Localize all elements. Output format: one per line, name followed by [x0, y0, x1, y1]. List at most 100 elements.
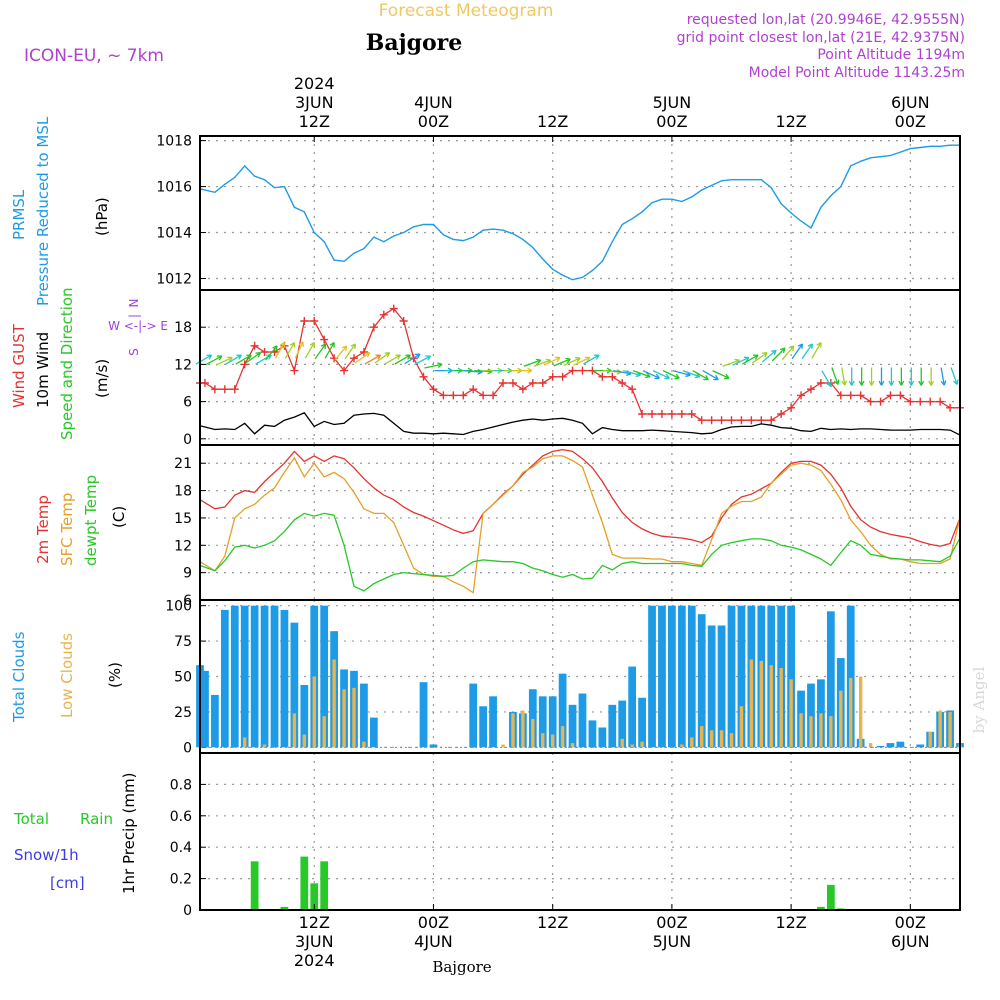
wind-arrowhead: [644, 372, 651, 379]
pressure-point: [820, 206, 822, 208]
wind-arrow: [702, 370, 719, 381]
snow-unit: [cm]: [50, 874, 85, 892]
pressure-point: [860, 160, 862, 162]
gust-marker: [399, 317, 408, 325]
gust-line: [200, 307, 960, 421]
wind-arrow: [940, 367, 945, 386]
low-cloud-bar: [858, 676, 863, 748]
wind-arrowhead: [216, 355, 223, 361]
direction-legend: Speed and Direction: [58, 287, 76, 440]
wind-arrow: [761, 349, 777, 363]
model-label: ICON-EU, ~ 7km: [24, 46, 164, 66]
ytick-label-2-0: 6: [183, 593, 192, 609]
low-cloud-bar: [690, 737, 694, 748]
time-top-label: 00Z: [895, 112, 926, 131]
ytick-label-2-1: 9: [183, 566, 192, 582]
rain-bar: [310, 883, 319, 910]
wind-arrowhead: [723, 373, 730, 380]
pressure-point: [631, 218, 633, 220]
pressure-point: [760, 179, 762, 181]
wind-arrowhead: [940, 380, 947, 386]
low-cloud-bar: [719, 730, 724, 748]
ytick-label-2-5: 21: [174, 456, 192, 472]
wind-arrowhead: [350, 343, 356, 349]
pressure-point: [542, 258, 544, 260]
wind-arrowhead: [898, 380, 905, 386]
wind-arrowhead: [384, 352, 391, 358]
low-cloud-bar: [809, 716, 813, 748]
pressure-point: [661, 198, 663, 200]
wind-arrow: [781, 345, 795, 361]
requested-coords: requested lon,lat (20.9946E, 42.9555N): [687, 12, 965, 28]
snow-legend: Snow/1h: [14, 846, 79, 864]
total-cloud-bar: [618, 700, 627, 748]
gust-marker: [389, 304, 398, 313]
sfc-legend: SFC Temp: [58, 493, 76, 566]
low-cloud-bar: [501, 744, 505, 748]
total-cloud-bar: [876, 745, 885, 748]
point-altitude: Point Altitude 1194m: [817, 47, 965, 63]
wind-arrow: [791, 343, 803, 360]
pressure-legend-1: PRMSL: [10, 189, 28, 240]
wind-arrow: [374, 352, 390, 364]
pressure-point: [293, 206, 295, 208]
total-cloud-bar: [896, 741, 905, 748]
total-cloud-bar: [280, 609, 289, 748]
pressure-point: [730, 179, 733, 181]
pressure-point: [840, 185, 842, 188]
wind-arrowhead: [664, 373, 670, 380]
wind-arrowhead: [375, 354, 382, 360]
wind-arrowhead: [236, 354, 242, 360]
low-cloud-bar: [839, 690, 843, 748]
ytick-label-0-0: 1012: [156, 272, 192, 288]
low-cloud-bar: [620, 738, 624, 748]
total-cloud-bar: [230, 605, 239, 748]
time-top-label: 2024: [294, 74, 335, 93]
gust-marker: [936, 397, 945, 406]
pressure-point: [422, 223, 425, 226]
low-cloud-bar: [699, 726, 704, 748]
gust-marker: [429, 385, 438, 394]
wind-arrowhead: [888, 380, 895, 386]
wind-arrow: [304, 342, 315, 359]
wind-arrowhead: [584, 356, 591, 362]
ytick-label-1-3: 18: [174, 320, 192, 336]
wind-arrowhead: [928, 380, 935, 386]
pressure-point: [234, 176, 236, 178]
low-cloud-bar: [531, 719, 535, 748]
gust-marker: [469, 385, 478, 394]
pressure-point: [462, 239, 464, 242]
low-cloud-bar: [362, 741, 366, 748]
pressure-point: [780, 203, 782, 205]
wind-arrow: [404, 353, 421, 365]
bottom-location: Bajgore: [432, 958, 491, 976]
pressure-point: [830, 195, 832, 197]
gust-marker: [926, 397, 935, 406]
wind-arrow: [950, 367, 958, 385]
total-cloud-bar: [727, 605, 736, 748]
total-cloud-bar: [807, 683, 815, 748]
wind-arrowhead: [364, 352, 371, 358]
total-cloud-bar: [658, 605, 666, 748]
pressure-point: [810, 227, 812, 229]
gust-marker: [538, 379, 547, 387]
gust-marker: [349, 354, 358, 363]
pressure-point: [214, 191, 216, 193]
pressure-point: [790, 212, 792, 214]
wind-arrow: [464, 369, 483, 373]
low-cloud-bar: [928, 731, 932, 748]
rain-legend-rain: Rain: [80, 810, 113, 828]
rain-bar: [300, 856, 309, 910]
total-cloud-bar: [668, 605, 676, 748]
pressure-point: [720, 180, 723, 182]
temp-ylabel: (C): [110, 506, 128, 528]
wind-arrowhead: [908, 380, 915, 386]
pressure-point: [869, 157, 872, 159]
gust-marker: [757, 416, 766, 425]
wind-arrowhead: [272, 345, 278, 352]
ytick-label-4-3: 0.6: [170, 809, 192, 825]
wind-arrowhead: [858, 380, 865, 386]
gust-marker: [300, 317, 309, 325]
wind-arrow: [751, 352, 768, 364]
pressure-ylabel: (hPa): [93, 197, 111, 236]
